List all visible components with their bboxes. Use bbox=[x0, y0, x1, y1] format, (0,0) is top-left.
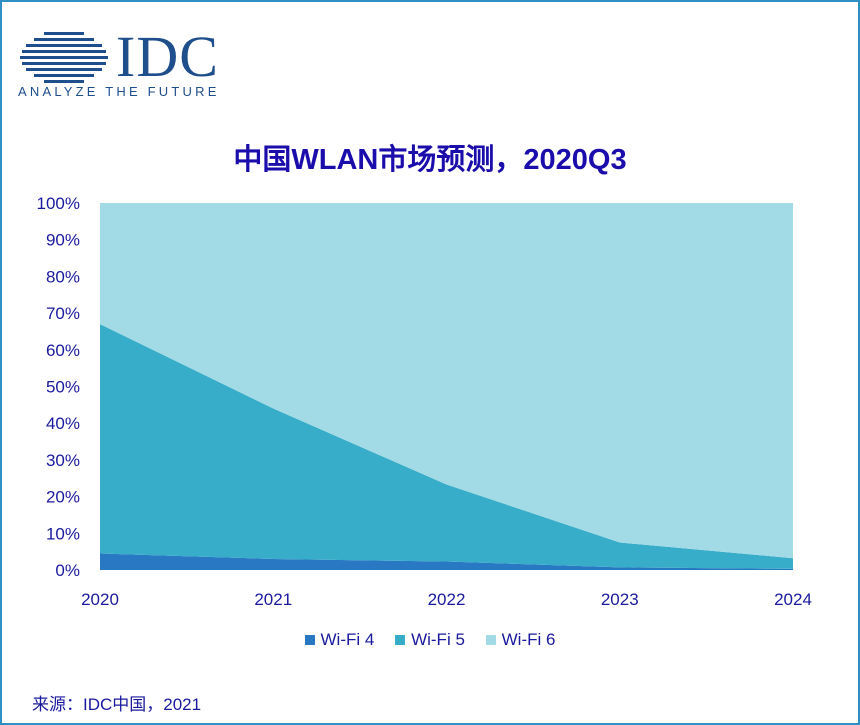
legend-item-wifi6: Wi-Fi 6 bbox=[485, 630, 556, 650]
y-tick-label: 30% bbox=[46, 451, 80, 470]
area-series-wifi4 bbox=[100, 553, 793, 570]
legend-item-wifi4: Wi-Fi 4 bbox=[304, 630, 375, 650]
logo-tagline: ANALYZE THE FUTURE bbox=[18, 84, 220, 99]
x-tick-label: 2022 bbox=[428, 590, 466, 609]
chart-title: 中国WLAN市场预测，2020Q3 bbox=[233, 144, 627, 176]
y-tick-label: 100% bbox=[37, 194, 80, 213]
y-tick-label: 10% bbox=[46, 524, 80, 543]
x-tick-label: 2023 bbox=[601, 590, 639, 609]
legend-label: Wi-Fi 5 bbox=[411, 630, 465, 649]
y-tick-label: 50% bbox=[46, 378, 80, 397]
legend-swatch-wifi4 bbox=[304, 634, 315, 645]
y-tick-label: 80% bbox=[46, 267, 80, 286]
area-series-wifi5 bbox=[100, 324, 793, 569]
x-tick-label: 2021 bbox=[254, 590, 292, 609]
y-tick-label: 0% bbox=[55, 561, 80, 580]
idc-globe-icon bbox=[20, 32, 108, 83]
y-tick-label: 70% bbox=[46, 304, 80, 323]
area-series-wifi6 bbox=[100, 203, 793, 559]
legend-label: Wi-Fi 4 bbox=[320, 630, 375, 649]
logo-wordmark: IDC bbox=[116, 24, 219, 89]
x-tick-label: 2020 bbox=[81, 590, 119, 609]
y-tick-label: 20% bbox=[46, 488, 80, 507]
chart-legend: Wi-Fi 4 Wi-Fi 5 Wi-Fi 6 bbox=[0, 630, 860, 650]
y-tick-label: 90% bbox=[46, 231, 80, 250]
y-tick-label: 40% bbox=[46, 414, 80, 433]
legend-label: Wi-Fi 6 bbox=[501, 630, 556, 649]
legend-swatch-wifi5 bbox=[395, 634, 406, 645]
x-tick-label: 2024 bbox=[774, 590, 812, 609]
legend-swatch-wifi6 bbox=[485, 634, 496, 645]
idc-logo: IDC ANALYZE THE FUTURE bbox=[16, 26, 226, 106]
legend-item-wifi5: Wi-Fi 5 bbox=[395, 630, 465, 650]
y-tick-label: 60% bbox=[46, 341, 80, 360]
source-note: 来源：IDC中国，2021 bbox=[32, 695, 202, 714]
